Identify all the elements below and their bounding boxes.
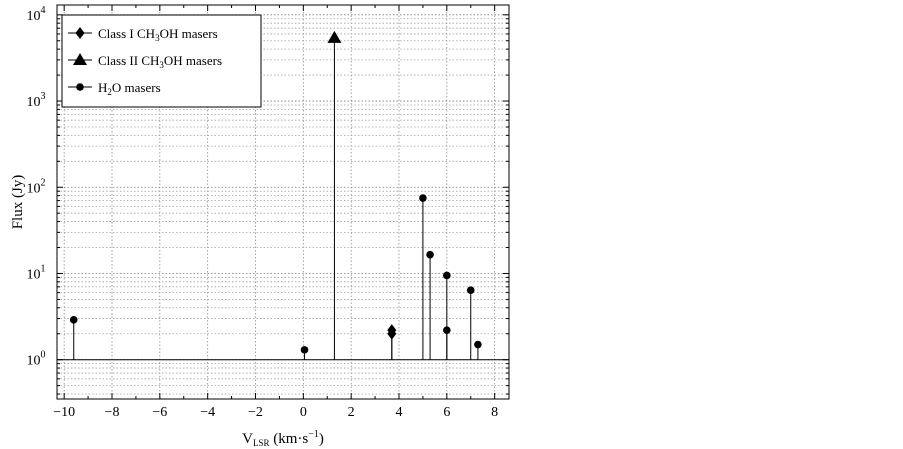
legend-circle-marker xyxy=(76,83,84,91)
y-axis-title: Flux (Jy) xyxy=(10,175,26,230)
plot-frame xyxy=(56,4,510,400)
y-tick-label: 102 xyxy=(27,177,46,196)
x-tick-label: 0 xyxy=(300,405,307,420)
x-tick-label: −8 xyxy=(105,405,120,420)
y-tick-label: 101 xyxy=(27,263,46,282)
grid-lines xyxy=(57,5,509,399)
x-tick-label: −10 xyxy=(53,405,75,420)
x-tick-label: 8 xyxy=(491,405,498,420)
x-axis-title-sub: LSR xyxy=(253,438,270,448)
diamond-marker xyxy=(387,327,397,340)
y-tick-label: 100 xyxy=(27,350,46,369)
y-tick-label: 103 xyxy=(27,91,46,110)
circle-marker xyxy=(300,346,309,354)
x-tick-label: 4 xyxy=(395,405,402,420)
circle-marker xyxy=(419,194,427,202)
x-axis-title-unit-close: ) xyxy=(319,431,324,447)
circle-marker xyxy=(466,286,475,294)
legend-label: Class II CH3OH masers xyxy=(98,53,222,70)
circle-marker xyxy=(443,326,451,334)
circle-marker xyxy=(474,340,482,349)
x-tick-label: 6 xyxy=(443,405,450,420)
legend-triangle-marker xyxy=(73,53,87,65)
x-axis-title-main: V xyxy=(242,431,253,447)
legend-diamond-marker xyxy=(75,27,85,39)
x-axis-title-unit: (km·s xyxy=(269,431,308,447)
legend-box xyxy=(61,14,262,108)
triangle-marker xyxy=(327,30,342,43)
circle-marker xyxy=(69,316,78,324)
legend-label: H2O masers xyxy=(98,80,161,97)
x-tick-label: −6 xyxy=(152,405,167,420)
circle-marker xyxy=(426,250,434,259)
x-tick-label: −4 xyxy=(200,405,215,420)
legend: Class I CH3OH masers Class II CH3OH maser… xyxy=(61,14,262,108)
x-tick-label: 2 xyxy=(348,405,355,420)
x-axis-title-unit-exp: −1 xyxy=(308,429,319,440)
y-tick-label: 104 xyxy=(27,5,46,24)
legend-label: Class I CH3OH masers xyxy=(98,26,218,43)
x-tick-label: −2 xyxy=(248,405,263,420)
axis-ticks: −10 −8 −6 −4 −2 0 2 4 6 8 100 101 102 103 104 xyxy=(27,5,509,420)
circle-marker xyxy=(443,271,451,280)
data-markers xyxy=(69,30,482,354)
x-axis-title: VLSR (km·s−1) xyxy=(242,429,324,448)
